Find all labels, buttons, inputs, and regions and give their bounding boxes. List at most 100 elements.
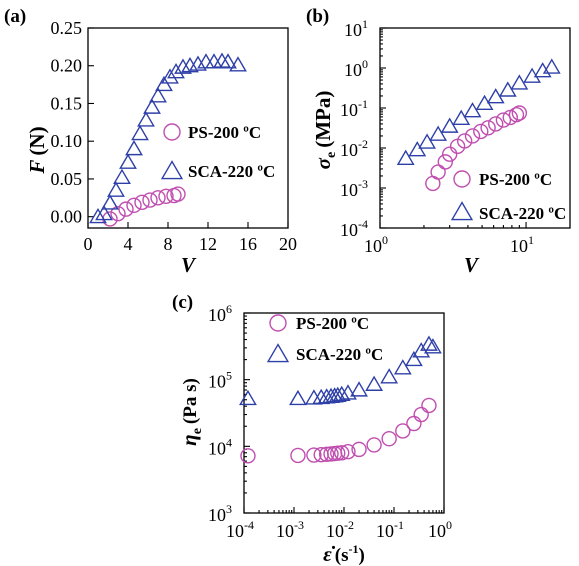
panel-b-sca-point xyxy=(418,133,436,149)
panel-c-x-tick-label-exp: 0 xyxy=(446,518,452,532)
panel-a-sca-point xyxy=(125,140,143,156)
panel-c-y-tick-label-base: 10 xyxy=(208,372,226,392)
panel-c-sca-point xyxy=(350,381,368,397)
panel-a-y-tick-label: 0.20 xyxy=(51,56,83,76)
panel-a-frame xyxy=(87,27,289,229)
panel-b-y-label-unit: (MPa) xyxy=(311,91,335,148)
panel-a-ps-point xyxy=(142,192,158,208)
panel-a-x-tick-label: 12 xyxy=(199,234,217,254)
panel-c-legend-ps-circle xyxy=(269,314,287,332)
panel-a-y-tick-label: 0.00 xyxy=(51,207,83,227)
panel-a-ps-point xyxy=(126,197,142,214)
panel-c-ps-point xyxy=(351,441,367,458)
panel-b-sca-point xyxy=(523,67,542,83)
panel-b-ps-point xyxy=(511,105,528,121)
panel-c-y-tick-label: 105 xyxy=(208,369,232,392)
panel-a-legend-ps-circle xyxy=(163,123,181,141)
panel-b-legend-sca-triangle xyxy=(450,201,474,221)
panel-c-x-tick-label-exp: -4 xyxy=(244,518,254,532)
panel-b-x-tick-label-base: 10 xyxy=(364,236,382,256)
panel-b-sca-point xyxy=(542,58,561,74)
panel-b-legend-sca-marker xyxy=(450,201,474,221)
panel-c-legend-ps-marker xyxy=(269,314,287,332)
panel-c-sca-point xyxy=(420,335,438,351)
panel-c-series-sca xyxy=(239,335,442,406)
panel-a-sca-point xyxy=(149,87,167,103)
panel-a-ps-point xyxy=(134,194,150,211)
panel-a-sca-point xyxy=(131,124,149,141)
panel-b-sca-point xyxy=(440,117,459,133)
panel-a-x-tick-label: 20 xyxy=(279,234,297,254)
panel-c-sca-point xyxy=(328,386,347,403)
panel-b-y-tick-label-exp: 1 xyxy=(362,17,368,31)
panel-c-legend: PS-200 ºC SCA-220 ºC xyxy=(266,314,383,364)
panel-a-sca-point xyxy=(229,56,247,72)
panel-c-x-tick-label-base: 10 xyxy=(226,521,244,541)
panel-a-sca-point xyxy=(161,68,179,84)
panel-b-legend-ps-label: PS-200 ºC xyxy=(479,170,552,189)
panel-c-ps-point xyxy=(413,406,429,423)
panel-a-sca-point xyxy=(89,207,107,224)
panel-b-x-tick-label-exp: 0 xyxy=(382,233,388,247)
panel-b-x-tick-label: 101 xyxy=(510,233,534,256)
panel-c-y-tick-label-base: 10 xyxy=(208,305,226,325)
panel-b-ps-point xyxy=(456,133,473,149)
panel-c-x-tick-label-base: 10 xyxy=(376,521,394,541)
panel-c-y-tick-label-exp: 5 xyxy=(226,369,232,383)
panel-c-marks xyxy=(239,335,442,464)
panel-a-series-sca xyxy=(89,52,247,224)
panel-b-x-tick-label-exp: 1 xyxy=(528,233,534,247)
panel-c-legend-sca-triangle xyxy=(266,343,290,363)
panel-c-legend-ps-label: PS-200 ºC xyxy=(296,314,369,333)
panel-c-y-tick-label-exp: 6 xyxy=(226,302,232,316)
panel-b-y-tick-label: 10-4 xyxy=(340,217,368,240)
panel-c-sca-point xyxy=(423,338,442,354)
panel-b-y-tick-label-exp: 0 xyxy=(362,57,368,71)
panel-a-x-tick-label: 8 xyxy=(164,234,173,254)
panel-b-legend: PS-200 ºC SCA-220 ºC xyxy=(450,170,566,223)
panel-c-sca-point xyxy=(380,368,399,384)
panel-c-legend-sca-label: SCA-220 ºC xyxy=(296,345,383,364)
panel-c-x-tick-label-exp: -3 xyxy=(294,518,304,532)
panel-c-x-tick-label: 10-4 xyxy=(226,518,254,541)
panel-a-y-label-main: F xyxy=(25,160,49,175)
panel-c-x-tick-label: 10-1 xyxy=(376,518,404,541)
panel-b-ps-point xyxy=(480,120,496,136)
panel-c-sca-point xyxy=(365,375,384,391)
panel-b-y-tick-label: 10-1 xyxy=(340,97,368,120)
panel-c-x-tick-label-base: 10 xyxy=(428,521,446,541)
panel-a-sca-point xyxy=(213,52,231,68)
panel-b-y-tick-label-exp: -4 xyxy=(358,217,368,231)
panel-c-sca-point xyxy=(332,385,351,402)
panel-a-ps-point xyxy=(110,205,126,222)
panel-a-label: (a) xyxy=(4,6,26,27)
panel-c-ps-point xyxy=(334,445,350,461)
panel-a-sca-point xyxy=(137,111,155,127)
panel-b-y-label-main: σ xyxy=(311,157,335,169)
panel-b-y-tick-label-base: 10 xyxy=(340,180,358,200)
panel-c-y-label-sub: e xyxy=(190,428,205,434)
panel-a-sca-point xyxy=(113,168,131,185)
panel-b-x-tick-label: 100 xyxy=(364,233,388,256)
panel-a-sca-point xyxy=(95,204,113,221)
panel-a-sca-point xyxy=(143,98,161,114)
panel-c-ps-point xyxy=(421,397,437,414)
panel-a-ticks: 0 4 8 12 16 20 0.00 0.05 0.10 0.15 0.20 0.25 xyxy=(51,18,298,254)
panel-b-sca-point xyxy=(408,141,427,157)
panel-c-x-tick-label-exp: -2 xyxy=(344,518,354,532)
panel-c-y-label: ηe (Pa s) xyxy=(177,378,205,446)
panel-a-sca-point xyxy=(174,58,192,74)
panel-b-y-tick-label-exp: -2 xyxy=(358,137,368,151)
panel-a-sca-point xyxy=(155,75,173,92)
panel-a-x-tick-label: 0 xyxy=(84,234,93,254)
panel-a-sca-point xyxy=(205,53,223,69)
panel-c-x-tick-label-exp: -1 xyxy=(394,518,404,532)
panel-b-legend-ps-marker xyxy=(453,170,471,188)
panel-c-sca-point xyxy=(239,389,257,406)
panel-a-sca-point xyxy=(219,53,237,69)
panel-b-y-tick-label: 10-2 xyxy=(340,137,368,160)
panel-a-legend: PS-200 ºC SCA-220 ºC xyxy=(160,123,275,181)
panel-b-y-tick-label-exp: -1 xyxy=(358,97,368,111)
panel-c-y-tick-label: 106 xyxy=(208,302,232,325)
